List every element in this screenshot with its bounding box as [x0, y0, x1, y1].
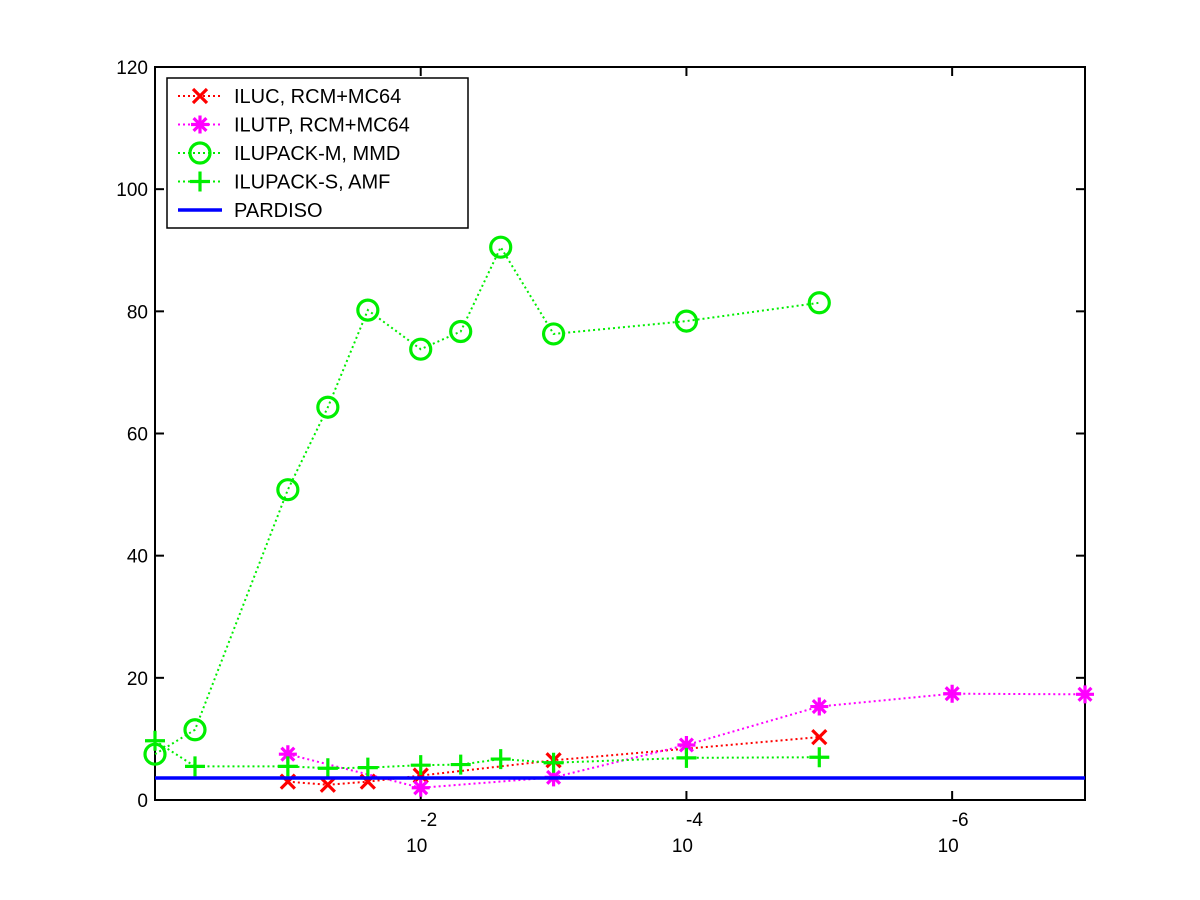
- series-3: [145, 730, 830, 779]
- marker-plus: [410, 755, 431, 776]
- y-tick-label: 120: [116, 58, 148, 79]
- marker-circle: [188, 141, 212, 165]
- legend-item: ILUPACK-S, AMF: [178, 171, 390, 194]
- legend-item: ILUPACK-M, MMD: [178, 141, 400, 165]
- x-tick-exponent: -2: [420, 810, 437, 831]
- plot-series: [143, 235, 1094, 797]
- marker-plus: [317, 758, 338, 779]
- legend-label: ILUC, RCM+MC64: [234, 86, 401, 108]
- series-line: [154, 245, 820, 756]
- x-tick-base: 10: [406, 836, 427, 857]
- marker-x: [191, 87, 209, 105]
- marker-circle: [183, 718, 207, 742]
- x-tick-label: 10-2: [406, 810, 437, 857]
- x-tick-base: 10: [672, 836, 693, 857]
- marker-asterisk: [191, 115, 209, 134]
- legend-label: ILUTP, RCM+MC64: [234, 115, 410, 137]
- y-tick-label: 0: [137, 791, 148, 812]
- marker-plus: [277, 756, 298, 777]
- marker-circle: [316, 395, 340, 419]
- marker-asterisk: [278, 745, 297, 764]
- marker-plus: [190, 171, 210, 192]
- legend-item: ILUTP, RCM+MC64: [178, 115, 410, 137]
- legend-item: ILUC, RCM+MC64: [178, 86, 401, 108]
- marker-plus: [676, 747, 697, 768]
- legend-box: [166, 77, 469, 229]
- marker-plus: [543, 752, 564, 773]
- x-tick-exponent: -4: [686, 810, 703, 831]
- marker-x: [412, 767, 429, 784]
- y-tick-label: 80: [127, 302, 148, 323]
- marker-circle: [674, 309, 699, 333]
- legend-item: PARDISO: [178, 200, 323, 222]
- y-tick-label: 100: [116, 180, 148, 201]
- x-tick-label: 10-4: [672, 810, 703, 857]
- series-1: [278, 684, 1094, 797]
- y-tick-label: 60: [127, 425, 148, 446]
- marker-circle: [489, 235, 513, 259]
- marker-circle: [276, 478, 300, 502]
- legend-label: ILUPACK-M, MMD: [234, 143, 400, 165]
- marker-circle: [356, 298, 380, 322]
- y-tick-label: 40: [127, 547, 148, 568]
- x-tick-base: 10: [938, 836, 959, 857]
- x-tick-label: 10-6: [938, 810, 969, 857]
- marker-asterisk: [943, 684, 962, 703]
- marker-x: [811, 728, 828, 746]
- marker-plus: [184, 756, 205, 777]
- marker-circle: [541, 322, 566, 346]
- series-line: [154, 739, 820, 770]
- legend-label: ILUPACK-S, AMF: [234, 172, 390, 194]
- marker-asterisk: [810, 697, 829, 716]
- x-tick-exponent: -6: [952, 810, 969, 831]
- marker-circle: [807, 291, 831, 315]
- legend: ILUC, RCM+MC64 ILUTP, RCM+MC64 ILUPACK-M, …: [166, 77, 469, 229]
- marker-circle: [409, 337, 433, 361]
- marker-plus: [145, 730, 165, 751]
- marker-circle: [449, 319, 473, 344]
- marker-x: [319, 776, 336, 793]
- marker-asterisk: [1076, 685, 1094, 704]
- marker-plus: [357, 757, 378, 778]
- y-tick-label: 20: [127, 669, 148, 690]
- marker-plus: [809, 747, 830, 768]
- marker-plus: [490, 749, 511, 770]
- series-2: [143, 235, 831, 766]
- legend-label: PARDISO: [234, 200, 323, 222]
- marker-asterisk: [411, 778, 430, 797]
- marker-plus: [450, 754, 471, 775]
- marker-asterisk: [677, 736, 696, 755]
